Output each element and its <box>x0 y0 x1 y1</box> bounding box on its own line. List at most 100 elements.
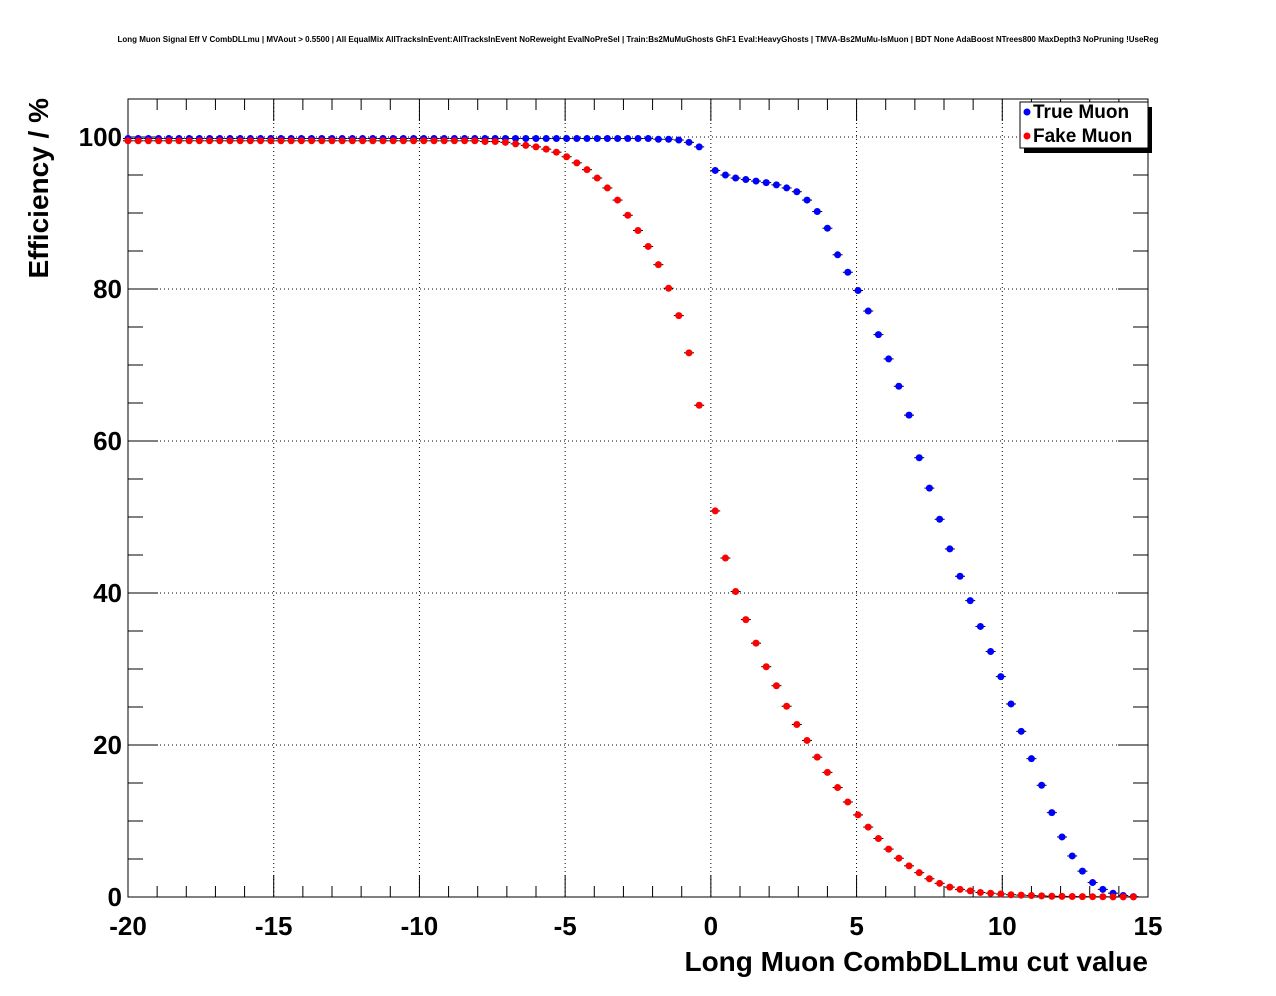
data-point <box>1038 892 1046 900</box>
data-point <box>440 137 448 145</box>
data-point <box>695 401 703 409</box>
data-point <box>410 137 418 145</box>
data-point <box>675 312 683 320</box>
data-point <box>834 784 842 792</box>
data-point <box>593 135 601 143</box>
data-point <box>793 720 801 728</box>
data-point <box>246 137 254 145</box>
data-point <box>966 887 974 895</box>
data-point <box>430 137 438 145</box>
data-point <box>287 137 295 145</box>
data-point <box>854 287 862 295</box>
y-tick-label: 0 <box>108 882 122 912</box>
data-point <box>976 888 984 896</box>
data-point <box>752 639 760 647</box>
data-point <box>185 137 193 145</box>
y-tick-label: 80 <box>93 274 122 304</box>
legend-label-fake-muon: Fake Muon <box>1033 126 1132 147</box>
data-point <box>552 135 560 143</box>
data-point <box>644 242 652 250</box>
data-point <box>813 207 821 215</box>
data-point <box>134 137 142 145</box>
data-point <box>987 889 995 897</box>
data-point <box>614 196 622 204</box>
data-point <box>1058 833 1066 841</box>
data-point <box>803 196 811 204</box>
data-point <box>1119 893 1127 901</box>
data-point <box>885 355 893 363</box>
data-point <box>634 135 642 143</box>
data-point <box>864 307 872 315</box>
y-axis-tick-labels: 0 20 40 60 80 100 <box>79 122 122 912</box>
data-point <box>583 135 591 143</box>
legend-marker-fake-muon <box>1023 132 1031 140</box>
data-point <box>925 875 933 883</box>
data-point <box>772 682 780 690</box>
data-point <box>905 862 913 870</box>
data-point <box>573 135 581 143</box>
data-point <box>874 331 882 339</box>
data-point <box>813 753 821 761</box>
data-point <box>895 854 903 862</box>
data-point <box>542 145 550 153</box>
data-point <box>552 148 560 156</box>
data-point <box>732 174 740 182</box>
x-tick-label: -10 <box>401 911 439 941</box>
data-point <box>318 137 326 145</box>
data-point <box>1017 727 1025 735</box>
data-point <box>481 138 489 146</box>
data-point <box>1089 893 1097 901</box>
grid-lines <box>128 99 1148 897</box>
x-tick-label: 0 <box>704 911 718 941</box>
y-axis-label: Efficiency / % <box>23 98 54 279</box>
data-point <box>124 137 132 145</box>
plot-frame <box>127 98 1149 898</box>
data-point <box>936 515 944 523</box>
data-point <box>925 484 933 492</box>
data-point <box>399 137 407 145</box>
data-point <box>695 143 703 151</box>
data-point <box>532 135 540 143</box>
data-point <box>997 673 1005 681</box>
data-point <box>823 224 831 232</box>
data-point <box>471 137 479 145</box>
x-tick-label: -15 <box>255 911 293 941</box>
data-point <box>522 135 530 143</box>
data-point <box>1027 755 1035 763</box>
data-point <box>369 137 377 145</box>
data-point <box>328 137 336 145</box>
data-point <box>915 454 923 462</box>
data-point <box>956 572 964 580</box>
data-point <box>987 648 995 656</box>
data-point <box>711 507 719 515</box>
legend: True Muon Fake Muon <box>1019 101 1152 153</box>
data-point <box>1078 893 1086 901</box>
data-point <box>742 176 750 184</box>
data-point <box>297 137 305 145</box>
data-point <box>721 554 729 562</box>
data-point <box>450 137 458 145</box>
data-point <box>976 622 984 630</box>
x-axis-label: Long Muon CombDLLmu cut value <box>684 946 1148 977</box>
data-point <box>348 137 356 145</box>
data-point <box>1109 893 1117 901</box>
data-point <box>654 261 662 269</box>
data-point <box>644 135 652 143</box>
data-point <box>512 140 520 148</box>
data-point <box>864 823 872 831</box>
data-point <box>573 159 581 167</box>
data-point <box>236 137 244 145</box>
data-point <box>966 597 974 605</box>
data-point <box>359 137 367 145</box>
data-point <box>1058 892 1066 900</box>
data-point <box>685 349 693 357</box>
data-point <box>823 768 831 776</box>
data-point <box>257 137 265 145</box>
data-point <box>603 135 611 143</box>
data-point <box>665 284 673 292</box>
data-point <box>711 166 719 174</box>
data-point <box>155 137 163 145</box>
data-point <box>624 211 632 219</box>
data-point <box>1089 879 1097 887</box>
data-point <box>532 143 540 151</box>
